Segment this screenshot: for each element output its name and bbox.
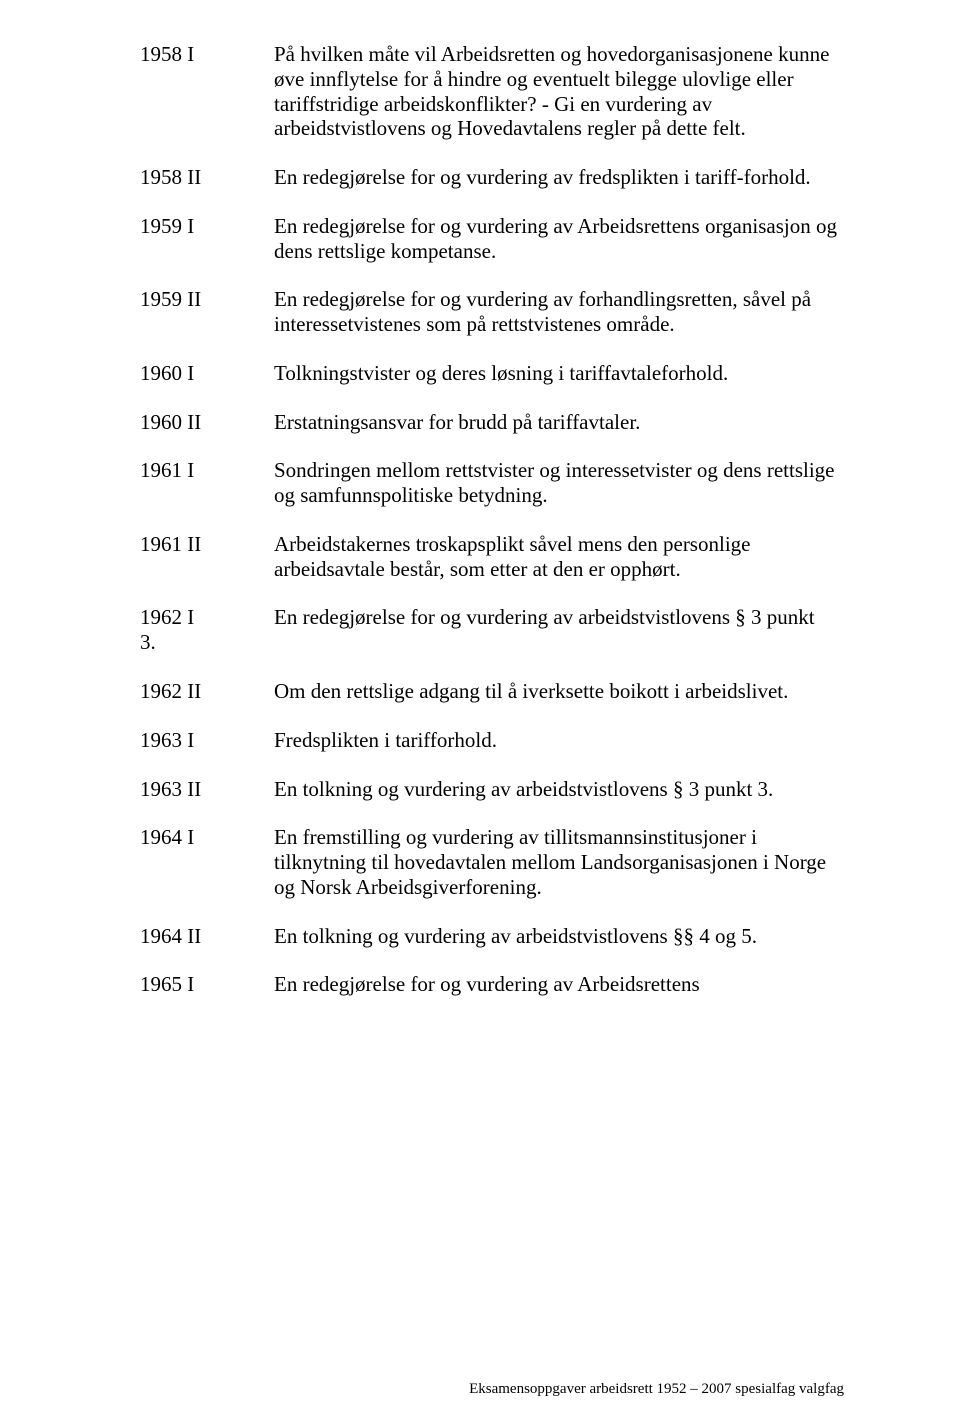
entry-row: 1964 IIEn tolkning og vurdering av arbei… bbox=[140, 924, 844, 949]
entry-text: En tolkning og vurdering av arbeidstvist… bbox=[274, 924, 844, 949]
entry-year: 1963 I bbox=[140, 728, 274, 753]
entry-text: Tolkningstvister og deres løsning i tari… bbox=[274, 361, 844, 386]
entry-row: 1960 IIErstatningsansvar for brudd på ta… bbox=[140, 410, 844, 435]
entry-year: 1965 I bbox=[140, 972, 274, 997]
entry-row: 1959 IEn redegjørelse for og vurdering a… bbox=[140, 214, 844, 264]
entry-text: Fredsplikten i tarifforhold. bbox=[274, 728, 844, 753]
entry-text: En redegjørelse for og vurdering av forh… bbox=[274, 287, 844, 337]
entry-text: En fremstilling og vurdering av tillitsm… bbox=[274, 825, 844, 899]
entry-row: 1964 IEn fremstilling og vurdering av ti… bbox=[140, 825, 844, 899]
entry-row: 1963 IFredsplikten i tarifforhold. bbox=[140, 728, 844, 753]
entry-year: 1964 I bbox=[140, 825, 274, 850]
entry-row: 1962 I 3.En redegjørelse for og vurderin… bbox=[140, 605, 844, 655]
entry-row: 1958 IPå hvilken måte vil Arbeidsretten … bbox=[140, 42, 844, 141]
entry-year: 1960 I bbox=[140, 361, 274, 386]
entry-year: 1959 I bbox=[140, 214, 274, 239]
entry-row: 1963 IIEn tolkning og vurdering av arbei… bbox=[140, 777, 844, 802]
entry-text: En redegjørelse for og vurdering av arbe… bbox=[274, 605, 844, 630]
entry-text: En tolkning og vurdering av arbeidstvist… bbox=[274, 777, 844, 802]
entry-year: 1958 I bbox=[140, 42, 274, 67]
entry-text: Arbeidstakernes troskapsplikt såvel mens… bbox=[274, 532, 844, 582]
entry-year: 1962 II bbox=[140, 679, 274, 704]
document-page: 1958 IPå hvilken måte vil Arbeidsretten … bbox=[0, 0, 960, 1416]
entry-year: 1958 II bbox=[140, 165, 274, 190]
entry-text: Erstatningsansvar for brudd på tariffavt… bbox=[274, 410, 844, 435]
entry-row: 1961 IIArbeidstakernes troskapsplikt såv… bbox=[140, 532, 844, 582]
entry-text: En redegjørelse for og vurdering av fred… bbox=[274, 165, 844, 190]
entry-row: 1965 IEn redegjørelse for og vurdering a… bbox=[140, 972, 844, 997]
entry-row: 1962 IIOm den rettslige adgang til å ive… bbox=[140, 679, 844, 704]
entry-row: 1958 IIEn redegjørelse for og vurdering … bbox=[140, 165, 844, 190]
entry-text: Sondringen mellom rettstvister og intere… bbox=[274, 458, 844, 508]
page-footer: Eksamensoppgaver arbeidsrett 1952 – 2007… bbox=[469, 1381, 844, 1398]
entry-year: 1960 II bbox=[140, 410, 274, 435]
entry-text: På hvilken måte vil Arbeidsretten og hov… bbox=[274, 42, 844, 141]
entry-text: Om den rettslige adgang til å iverksette… bbox=[274, 679, 844, 704]
entry-row: 1961 ISondringen mellom rettstvister og … bbox=[140, 458, 844, 508]
entry-year: 1961 II bbox=[140, 532, 274, 557]
entry-text: En redegjørelse for og vurdering av Arbe… bbox=[274, 972, 844, 997]
entry-year: 1963 II bbox=[140, 777, 274, 802]
entry-text: En redegjørelse for og vurdering av Arbe… bbox=[274, 214, 844, 264]
entry-year: 1964 II bbox=[140, 924, 274, 949]
entry-row: 1959 IIEn redegjørelse for og vurdering … bbox=[140, 287, 844, 337]
entry-year: 1959 II bbox=[140, 287, 274, 312]
entry-year: 1962 I 3. bbox=[140, 605, 274, 655]
entry-year: 1961 I bbox=[140, 458, 274, 483]
entry-row: 1960 ITolkningstvister og deres løsning … bbox=[140, 361, 844, 386]
